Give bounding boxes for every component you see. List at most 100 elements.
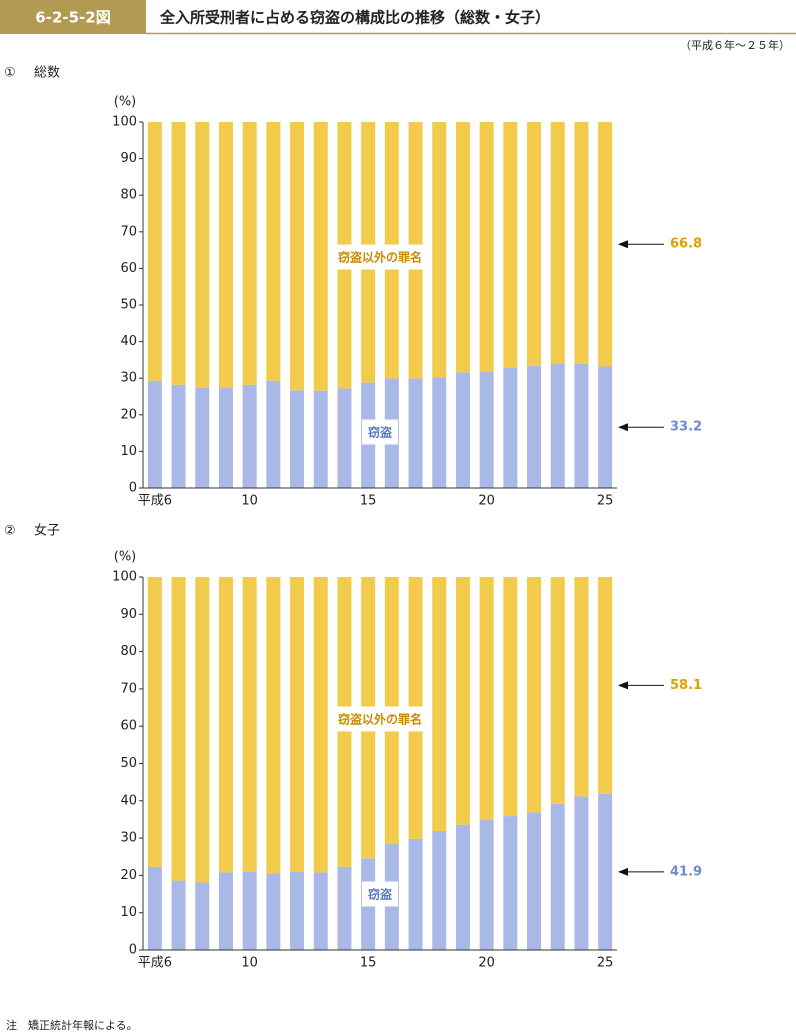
y-tick-label: 70 <box>120 681 137 696</box>
bar-segment <box>313 577 328 873</box>
x-tick-label: 10 <box>241 494 258 509</box>
bar-segment <box>147 866 162 950</box>
series-label-bg <box>361 419 399 445</box>
bar-segment <box>171 577 186 881</box>
bar-segment <box>479 577 494 820</box>
bar-segment <box>195 577 210 883</box>
bar-segment <box>527 577 542 813</box>
y-tick-label: 90 <box>120 151 137 166</box>
bar-segment <box>574 577 589 797</box>
figure-title: 全入所受刑者に占める窃盗の構成比の推移（総数・女子） <box>159 9 550 27</box>
bar-segment <box>527 122 542 366</box>
x-tick-label: 20 <box>478 956 495 971</box>
y-tick-label: 100 <box>112 115 137 130</box>
period: （平成６年～２５年） <box>680 38 790 52</box>
bar-segment <box>266 122 281 381</box>
bar-segment <box>598 577 613 794</box>
panel-title: 女子 <box>34 523 60 539</box>
bar-segment <box>503 122 518 368</box>
bar-segment <box>574 796 589 950</box>
series-label-bg <box>331 244 429 270</box>
bar-segment <box>432 831 447 950</box>
bar-segment <box>195 882 210 950</box>
bar-segment <box>266 577 281 874</box>
y-axis-label: (%) <box>114 550 137 565</box>
bar-segment <box>503 577 518 817</box>
bar-segment <box>242 577 257 872</box>
bar-segment <box>432 577 447 832</box>
x-tick-label: 10 <box>241 956 258 971</box>
panel-title: 総数 <box>34 66 60 81</box>
bar-segment <box>408 838 423 950</box>
bar-segment <box>574 363 589 488</box>
bar-segment <box>574 122 589 364</box>
series-label: 窃盗以外の罪名 <box>338 712 422 727</box>
y-tick-label: 30 <box>120 831 137 846</box>
y-tick-label: 40 <box>120 793 137 808</box>
bar-segment <box>242 122 257 385</box>
y-tick-label: 30 <box>120 371 137 386</box>
y-tick-label: 0 <box>129 481 137 496</box>
bar-segment <box>171 122 186 385</box>
bar-segment <box>147 577 162 867</box>
x-tick-label: 15 <box>360 494 377 509</box>
bar-segment <box>171 384 186 488</box>
y-tick-label: 60 <box>120 719 137 734</box>
series-label-bg <box>361 881 399 907</box>
bar-segment <box>313 122 328 391</box>
x-tick-label: 15 <box>360 956 377 971</box>
bar-segment <box>195 122 210 388</box>
bar-segment <box>503 816 518 950</box>
bar-segment <box>598 122 613 367</box>
y-tick-label: 80 <box>120 644 137 659</box>
bar-segment <box>479 371 494 488</box>
bar-segment <box>218 872 233 950</box>
bar-segment <box>242 384 257 488</box>
annotation-value: 66.8 <box>670 237 702 252</box>
panel-number: ② <box>4 524 16 539</box>
bar-segment <box>147 122 162 381</box>
y-tick-label: 0 <box>129 943 137 958</box>
bar-segment <box>266 380 281 488</box>
x-tick-label: 平成6 <box>138 494 172 509</box>
bar-segment <box>337 388 352 488</box>
bar-segment <box>550 363 565 488</box>
y-tick-label: 90 <box>120 607 137 622</box>
y-tick-label: 10 <box>120 905 137 920</box>
y-tick-label: 20 <box>120 868 137 883</box>
y-tick-label: 10 <box>120 444 137 459</box>
y-tick-label: 50 <box>120 756 137 771</box>
y-tick-label: 20 <box>120 407 137 422</box>
bar-segment <box>337 866 352 950</box>
bar-segment <box>218 577 233 873</box>
bar-segment <box>290 577 305 872</box>
bar-segment <box>598 366 613 488</box>
bar-segment <box>598 793 613 950</box>
note: 注 矯正統計年報による。 <box>6 1018 138 1032</box>
bar-segment <box>242 871 257 950</box>
bar-segment <box>527 812 542 950</box>
x-tick-label: 平成6 <box>138 956 172 971</box>
figure-badge <box>0 0 146 34</box>
bar-segment <box>455 122 470 373</box>
y-tick-label: 70 <box>120 224 137 239</box>
bar-segment <box>313 390 328 488</box>
bar-segment <box>218 122 233 388</box>
bar-segment <box>479 122 494 372</box>
bar-segment <box>266 873 281 950</box>
bar-segment <box>171 880 186 950</box>
bar-segment <box>455 372 470 488</box>
series-label-bg <box>331 706 429 732</box>
annotation-value: 33.2 <box>670 420 702 435</box>
y-tick-label: 50 <box>120 298 137 313</box>
bar-segment <box>432 122 447 378</box>
bar-segment <box>550 803 565 950</box>
bar-segment <box>550 122 565 364</box>
series-label: 窃盗 <box>368 887 392 902</box>
x-tick-label: 25 <box>597 956 614 971</box>
bar-segment <box>455 577 470 825</box>
bar-segment <box>313 872 328 950</box>
bar-segment <box>290 390 305 488</box>
panel-number: ① <box>4 66 16 81</box>
